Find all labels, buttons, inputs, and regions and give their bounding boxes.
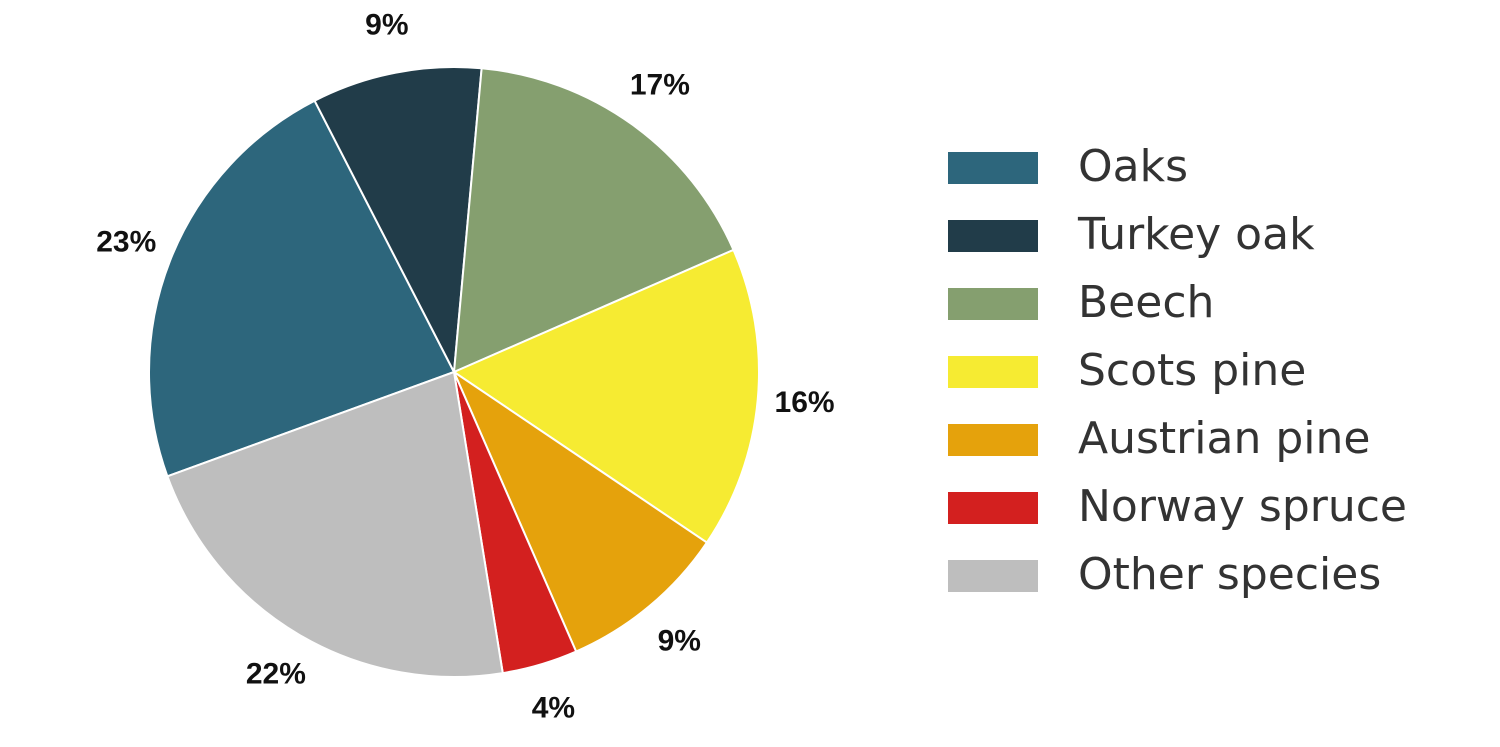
legend-swatch [948,220,1038,252]
legend-swatch [948,288,1038,320]
pie-slice-labels: 23% 9% 17% 16% 9% 4% 22% [96,8,834,724]
legend-swatch [948,424,1038,456]
slice-percent-label: 16% [775,386,835,419]
legend-swatch [948,560,1038,592]
legend-item-austrian-pine: Austrian pine [948,413,1370,464]
legend-label: Turkey oak [1077,209,1315,260]
pie-slice-turkey-oak [313,66,483,376]
slice-percent-label: 9% [658,624,701,657]
legend-label: Scots pine [1078,345,1306,396]
slice-percent-label: 22% [246,658,306,691]
legend-swatch [948,356,1038,388]
slice-percent-label: 23% [96,225,156,258]
legend-item-beech: Beech [948,277,1214,328]
slice-percent-label: 9% [365,8,408,41]
pie-slices [148,66,760,678]
legend-label: Norway spruce [1078,481,1407,532]
legend-item-oaks: Oaks [948,141,1188,192]
pie-slice-beech [452,67,735,374]
legend: Oaks Turkey oak Beech Scots pine Austrian pi… [948,141,1407,600]
legend-item-turkey-oak: Turkey oak [948,209,1315,260]
legend-swatch [948,492,1038,524]
slice-percent-label: 4% [532,692,575,725]
slice-percent-label: 17% [630,68,690,101]
legend-item-norway-spruce: Norway spruce [948,481,1407,532]
legend-swatch [948,152,1038,184]
legend-item-other-species: Other species [948,549,1381,600]
legend-item-scots-pine: Scots pine [948,345,1306,396]
legend-label: Other species [1078,549,1381,600]
legend-label: Beech [1078,277,1214,328]
legend-label: Oaks [1078,141,1188,192]
pie-slice-austrian-pine [451,369,709,653]
legend-label: Austrian pine [1078,413,1370,464]
pie-slice-scots-pine [451,248,760,544]
pie-slice-other-species [166,370,504,678]
pie-slice-oaks [148,99,456,478]
